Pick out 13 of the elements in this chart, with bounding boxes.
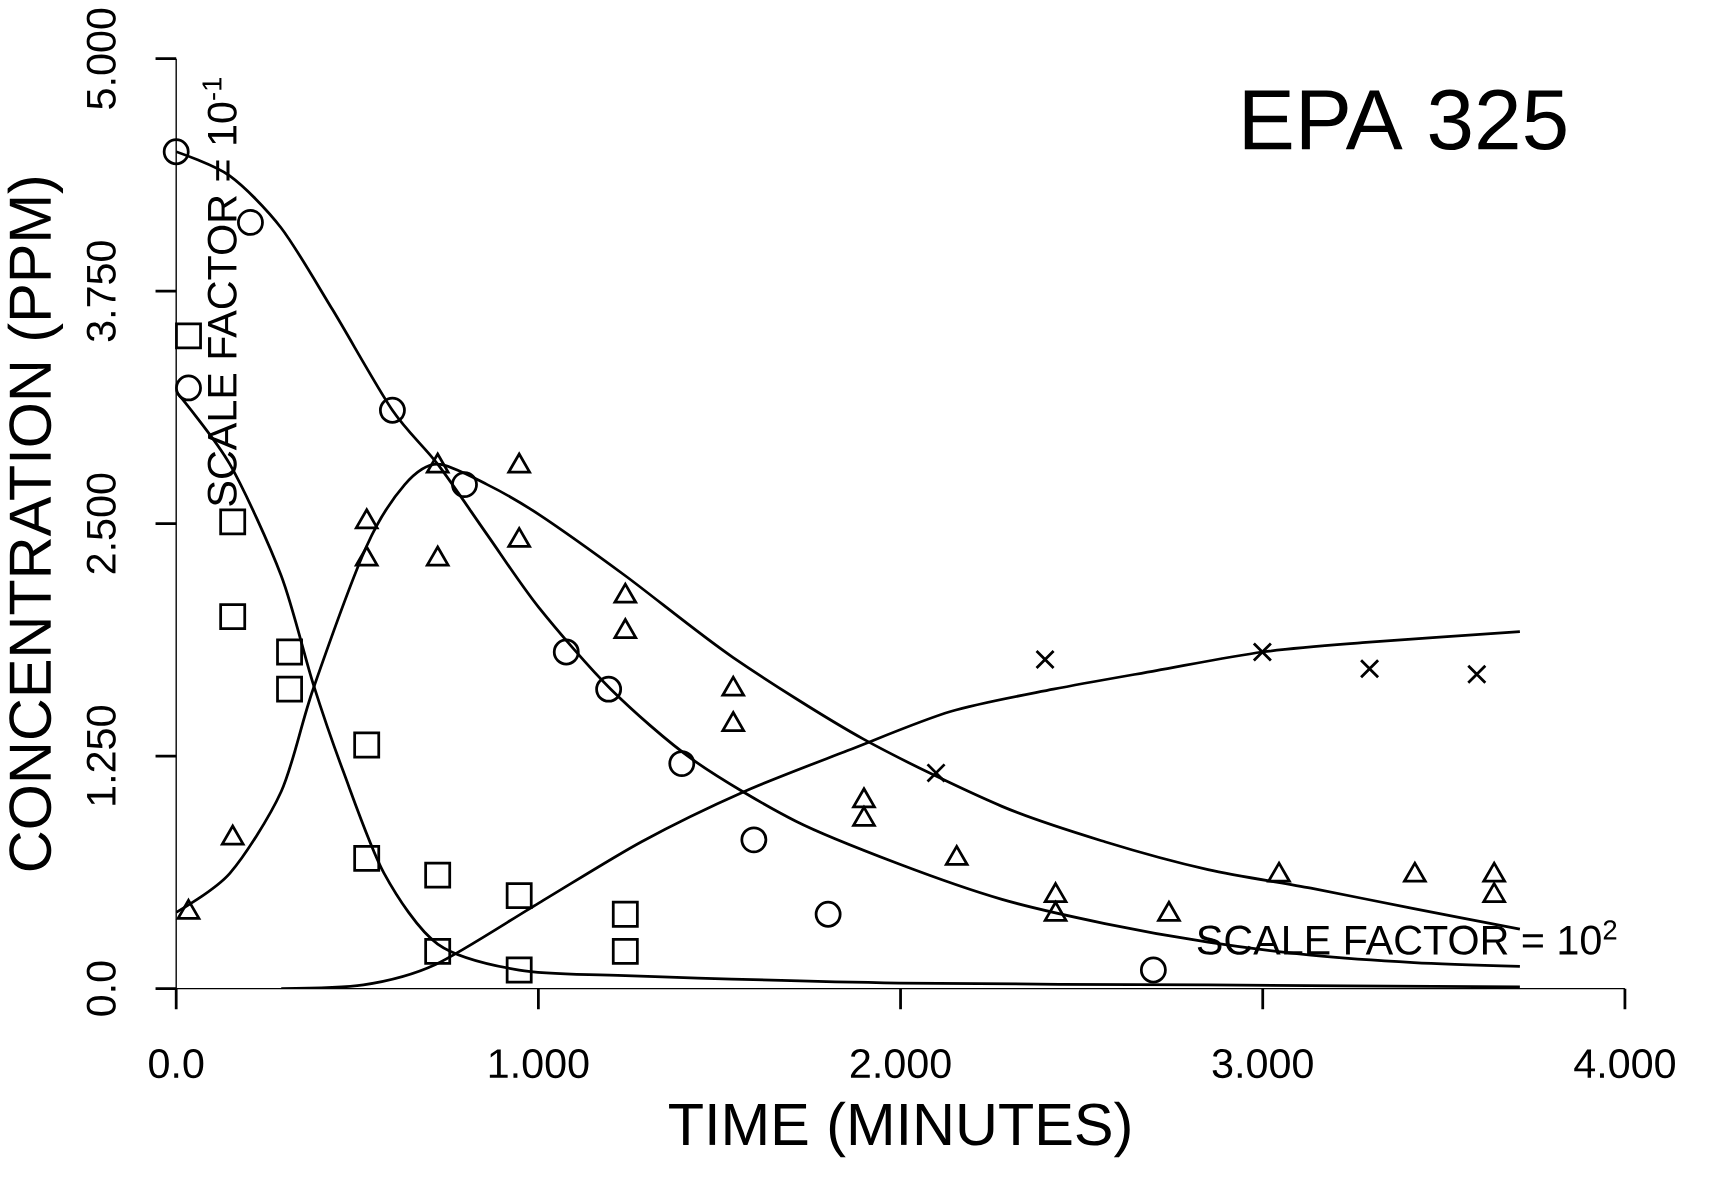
x-tick-label: 0.0 <box>149 1049 204 1079</box>
x-tick-label: 3.000 <box>1212 1049 1313 1079</box>
y-tick-label: 2.500 <box>86 473 116 574</box>
x-tick-label: 2.000 <box>850 1049 951 1079</box>
y-tick-label: 3.750 <box>86 241 116 342</box>
y-tick-label: 0.0 <box>86 961 116 1016</box>
y-tick-label: 5.000 <box>86 8 116 109</box>
x-axis-title: TIME (MINUTES) <box>669 1101 1130 1158</box>
x-tick-label: 4.000 <box>1574 1049 1675 1079</box>
y-axis-title: CONCENTRATION (PPM) <box>7 178 64 871</box>
y-tick-label: 1.250 <box>86 706 116 805</box>
x-tick-label: 1.000 <box>489 1049 589 1079</box>
chart-title: EPA 325 <box>1244 89 1566 151</box>
